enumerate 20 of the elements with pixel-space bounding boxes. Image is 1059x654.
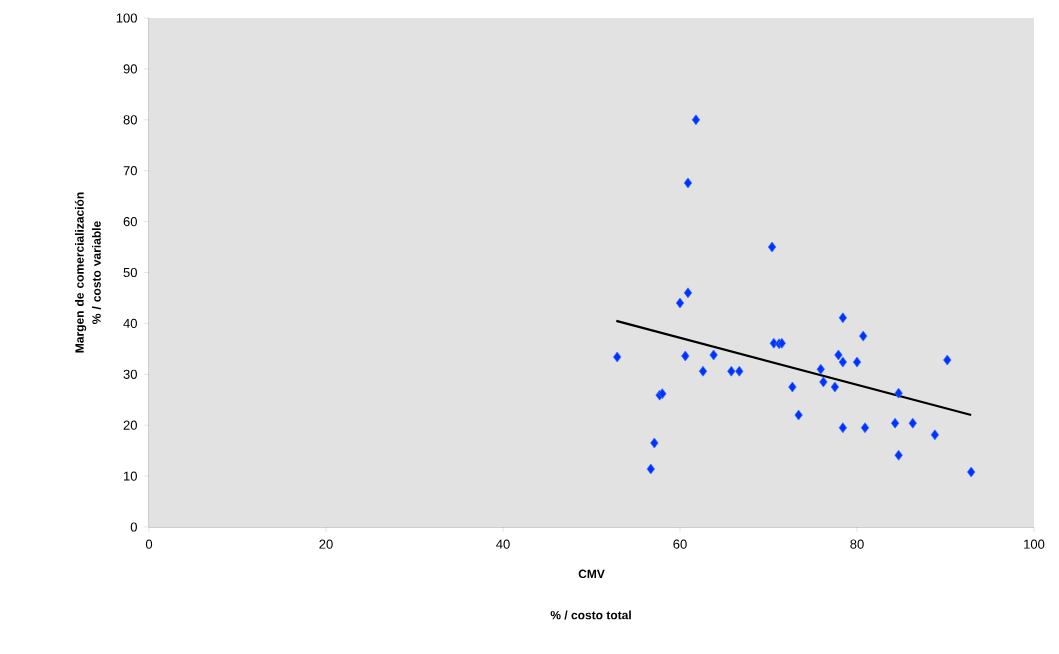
y-tick-label: 60 [123,216,137,227]
y-tick-label: 40 [123,318,137,328]
x-tick-label: 0 [145,539,153,549]
y-tick-label: 20 [123,420,137,430]
y-tick-label: 100 [116,13,137,23]
x-axis-title: CMV [578,569,605,579]
y-axis-title: Margen de comercialización % / costo variable [74,192,101,353]
y-tick-label: 0 [130,522,137,532]
y-tick-label: 70 [123,166,137,176]
x-tick-label: 100 [1024,539,1045,549]
y-tick-label: 30 [123,369,137,379]
x-tick-label: 40 [496,539,510,549]
x-tick-label: 20 [319,539,333,549]
x-tick-label: 60 [673,539,687,549]
text: % / costo total [550,610,631,620]
y-tick-label: 90 [123,64,137,74]
x-tick-label: 80 [850,539,864,549]
y-tick-label: 80 [123,115,137,125]
y-tick-label: 50 [123,267,137,278]
y-tick-label: 10 [124,471,137,481]
